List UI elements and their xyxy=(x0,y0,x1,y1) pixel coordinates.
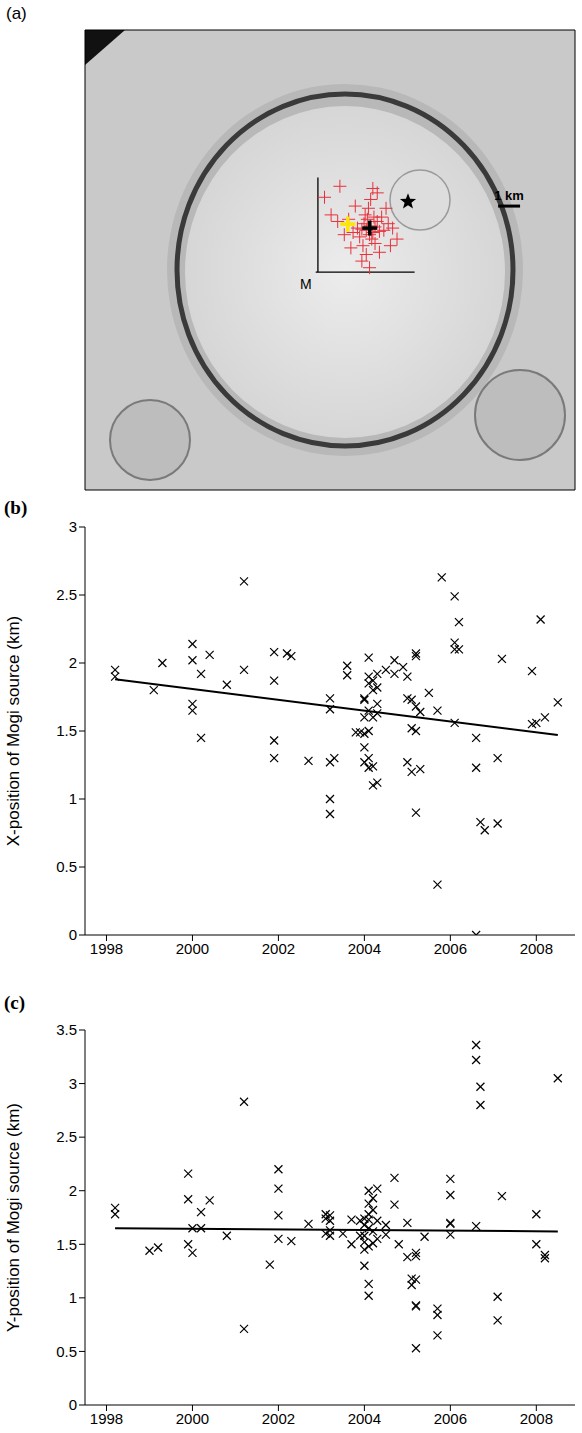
svg-text:1.5: 1.5 xyxy=(56,722,77,739)
svg-text:1: 1 xyxy=(69,1289,77,1306)
svg-text:1 km: 1 km xyxy=(494,188,524,203)
svg-text:2004: 2004 xyxy=(348,940,381,957)
svg-text:2006: 2006 xyxy=(434,940,467,957)
svg-text:1998: 1998 xyxy=(90,940,123,957)
svg-text:2002: 2002 xyxy=(262,1410,295,1427)
svg-text:0.5: 0.5 xyxy=(56,858,77,875)
html-text:(c): (c) xyxy=(4,992,26,1013)
svg-text:3.5: 3.5 xyxy=(56,1021,77,1038)
svg-text:3: 3 xyxy=(69,518,77,535)
html-text:(a): (a) xyxy=(6,4,27,23)
svg-text:3: 3 xyxy=(69,1075,77,1092)
svg-text:1: 1 xyxy=(69,790,77,807)
svg-text:2008: 2008 xyxy=(520,940,553,957)
svg-text:Y-position of Mogi source (km): Y-position of Mogi source (km) xyxy=(4,1103,23,1332)
svg-text:2002: 2002 xyxy=(262,940,295,957)
svg-text:0: 0 xyxy=(69,1396,77,1413)
svg-text:2000: 2000 xyxy=(176,940,209,957)
svg-text:2.5: 2.5 xyxy=(56,586,77,603)
svg-text:2004: 2004 xyxy=(348,1410,381,1427)
svg-text:2.5: 2.5 xyxy=(56,1128,77,1145)
svg-text:1.5: 1.5 xyxy=(56,1236,77,1253)
svg-text:2: 2 xyxy=(69,654,77,671)
svg-text:0.5: 0.5 xyxy=(56,1343,77,1360)
svg-text:M: M xyxy=(300,276,312,292)
svg-text:0: 0 xyxy=(69,926,77,943)
svg-text:2000: 2000 xyxy=(176,1410,209,1427)
svg-text:2: 2 xyxy=(69,1182,77,1199)
svg-text:2006: 2006 xyxy=(434,1410,467,1427)
svg-text:2008: 2008 xyxy=(520,1410,553,1427)
svg-text:1998: 1998 xyxy=(90,1410,123,1427)
html-text:(b): (b) xyxy=(4,497,28,518)
svg-text:X-position of Mogi source (km): X-position of Mogi source (km) xyxy=(4,616,23,847)
